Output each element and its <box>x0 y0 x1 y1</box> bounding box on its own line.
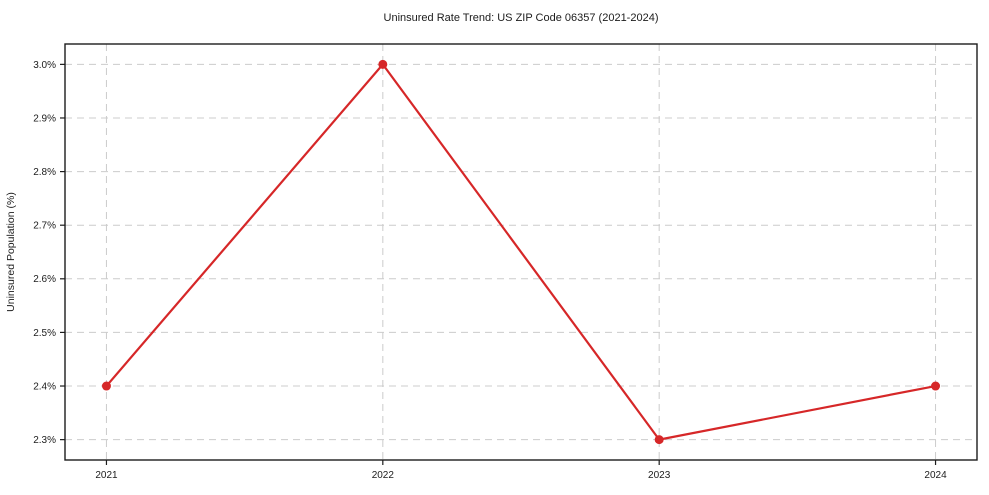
y-axis-label: Uninsured Population (%) <box>5 192 17 312</box>
x-tick-label: 2022 <box>372 470 395 481</box>
y-tick-label: 2.3% <box>33 435 56 446</box>
plot-border <box>64 43 978 461</box>
x-tick-label: 2023 <box>648 470 671 481</box>
y-tick-label: 2.7% <box>33 221 56 232</box>
y-tick-label: 2.5% <box>33 328 56 339</box>
x-tick-label: 2021 <box>95 470 118 481</box>
data-point-marker <box>101 381 111 391</box>
y-tick-label: 2.9% <box>33 113 56 124</box>
y-tick-label: 2.4% <box>33 381 56 392</box>
data-point-marker <box>654 435 664 445</box>
axes-layer: 2.3% 2.4% 2.5% 2.6% 2.7% 2.8% 2.9% 3.0% 2021 2022… <box>33 43 978 481</box>
x-tick-label: 2024 <box>924 470 947 481</box>
data-point-marker <box>378 59 388 69</box>
gridline-layer <box>65 44 977 460</box>
trend-line <box>105 63 937 441</box>
data-point-marker <box>931 381 941 391</box>
y-tick-label: 3.0% <box>33 60 56 71</box>
data-layer <box>101 59 941 445</box>
y-tick-label: 2.8% <box>33 167 56 178</box>
y-tick-label: 2.6% <box>33 274 56 285</box>
chart-title: Uninsured Rate Trend: US ZIP Code 06357 … <box>384 12 659 24</box>
